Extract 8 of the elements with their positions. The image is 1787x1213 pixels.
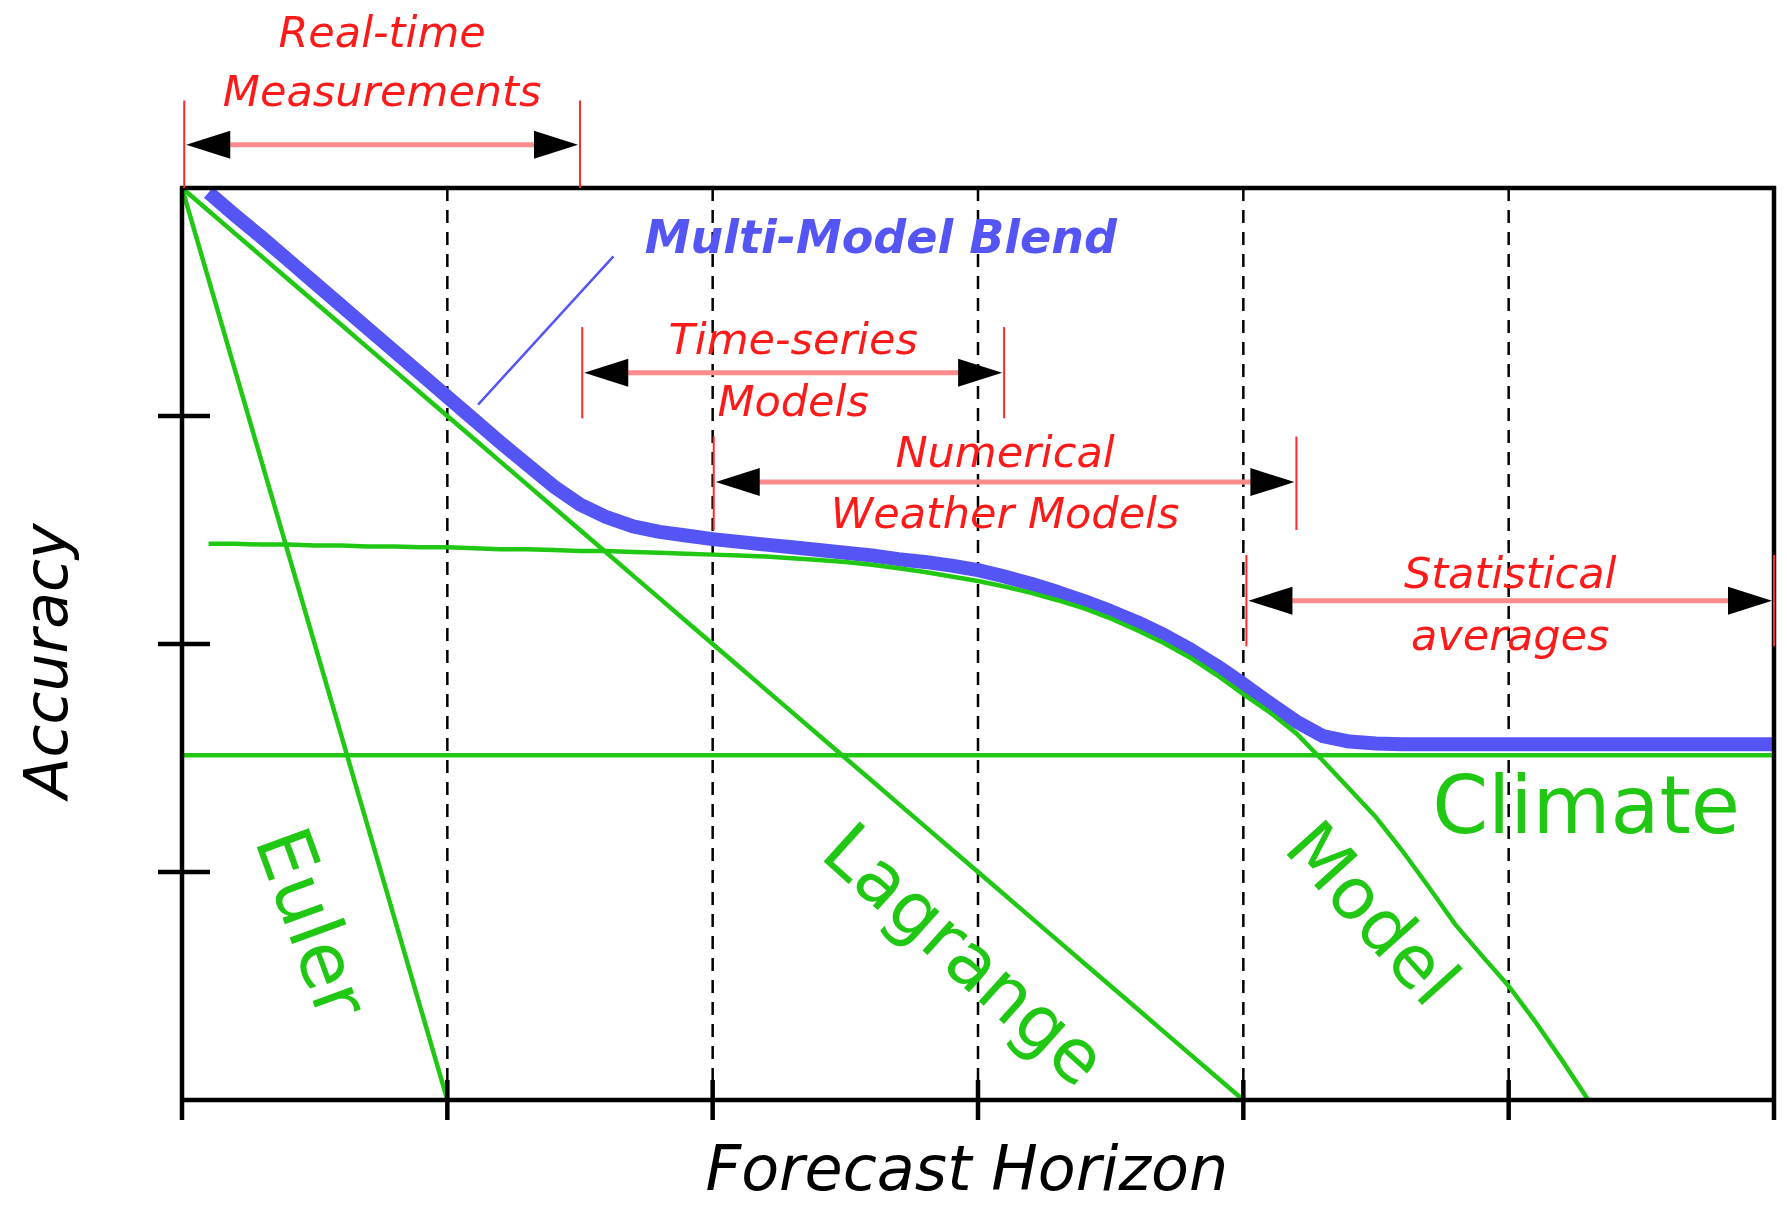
annotation: Statistical averages (1403, 548, 1617, 660)
x-axis-title: Forecast Horizon (705, 1131, 1229, 1205)
text: Real-time Measurements (222, 7, 542, 117)
text: Multi-Model Blend (644, 210, 1119, 265)
annotation: Numerical Weather Models (830, 427, 1180, 538)
annotation: Time-series Models (668, 314, 918, 427)
y-axis-title: Accuracy (11, 522, 81, 803)
text: Euler (237, 816, 389, 1031)
